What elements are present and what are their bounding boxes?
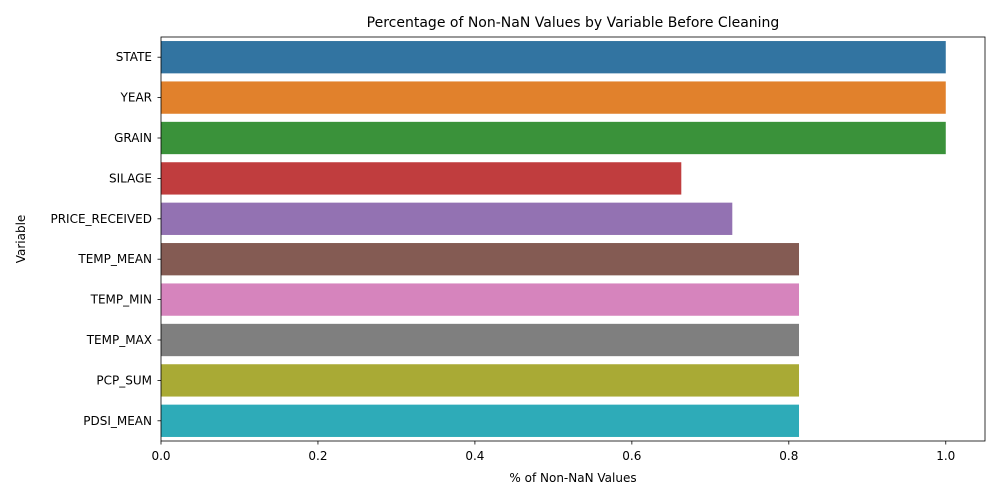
bar-pcp-sum [161,364,800,397]
y-tick-label: TEMP_MIN [90,293,152,307]
x-tick-label: 0.6 [622,449,641,463]
bars-group [161,41,946,437]
y-tick-label: TEMP_MAX [86,333,152,347]
bar-price-received [161,202,733,235]
y-tick-label: PCP_SUM [96,373,152,387]
bar-year [161,81,946,114]
bar-state [161,41,946,74]
x-axis-label: % of Non-NaN Values [509,471,636,485]
x-tick-label: 0.8 [779,449,798,463]
plot-frame [160,36,986,442]
bar-temp-max [161,323,800,357]
x-tick-label: 0.0 [151,449,170,463]
x-tick-label: 0.2 [308,449,327,463]
y-tick-label: PDSI_MEAN [83,414,152,428]
x-tick-label: 0.4 [465,449,484,463]
chart-title: Percentage of Non-NaN Values by Variable… [367,15,780,31]
y-tick-label: SILAGE [109,171,152,185]
x-tick-label: 1.0 [936,449,955,463]
x-ticks-group: 0.0 0.2 0.4 0.6 0.8 1.0 [151,441,955,463]
y-tick-label: PRICE_RECEIVED [50,212,152,226]
bar-temp-mean [161,243,800,276]
bar-temp-min [161,283,800,316]
bar-grain [161,121,946,155]
bar-pdsi-mean [161,404,800,437]
y-tick-label: STATE [116,50,152,64]
y-ticks-group: STATE YEAR GRAIN SILAGE PRICE_RECEIVED TEMP_M… [50,50,161,428]
y-axis-label: Variable [14,215,28,264]
y-tick-label: TEMP_MEAN [77,252,152,266]
y-tick-label: GRAIN [114,131,152,145]
y-tick-label: YEAR [120,91,152,105]
bar-silage [161,162,682,195]
